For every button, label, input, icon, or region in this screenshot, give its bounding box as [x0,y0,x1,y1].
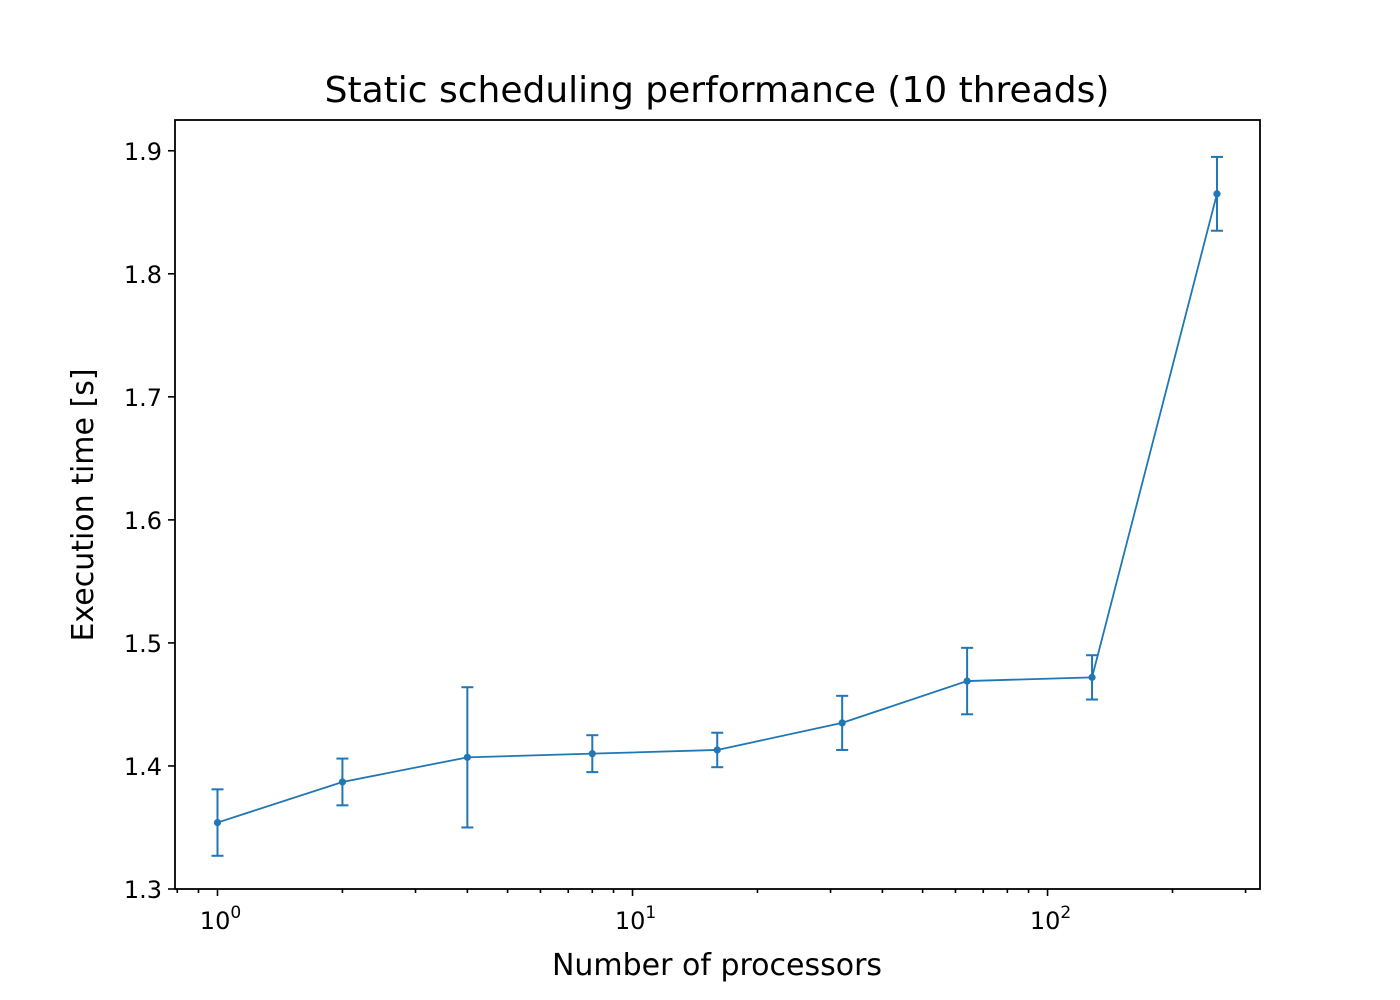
y-tick-label-4: 1.7 [124,384,162,412]
data-point-1 [338,778,347,786]
x-axis: 100 101 102 [176,889,1247,935]
series-line-0 [217,193,1218,824]
x-axis-label: Number of processors [552,948,882,983]
x-tick-label-2: 102 [1030,903,1071,935]
y-tick-label-5: 1.8 [124,261,162,289]
data-point-0 [213,818,222,827]
series-layer [211,155,1223,857]
data-point-6 [963,677,971,685]
y-tick-label-1: 1.4 [124,753,162,781]
data-point-8 [1213,190,1221,198]
data-point-4 [713,746,721,754]
y-tick-label-3: 1.6 [124,507,162,535]
data-point-3 [588,750,596,758]
y-axis-label: Execution time [s] [66,368,101,641]
x-tick-label-0: 100 [200,903,241,935]
chart-title: Static scheduling performance (10 thread… [325,70,1110,111]
y-tick-label-6: 1.9 [124,138,162,166]
data-point-7 [1088,673,1096,681]
data-point-5 [838,719,846,727]
plot-frame [174,119,1261,890]
x-tick-label-1: 101 [615,903,656,935]
data-point-2 [463,753,471,761]
y-tick-label-0: 1.3 [124,876,162,904]
y-tick-label-2: 1.5 [124,630,162,658]
y-axis: 1.3 1.4 1.5 1.6 1.7 1.8 1.9 [124,138,175,904]
